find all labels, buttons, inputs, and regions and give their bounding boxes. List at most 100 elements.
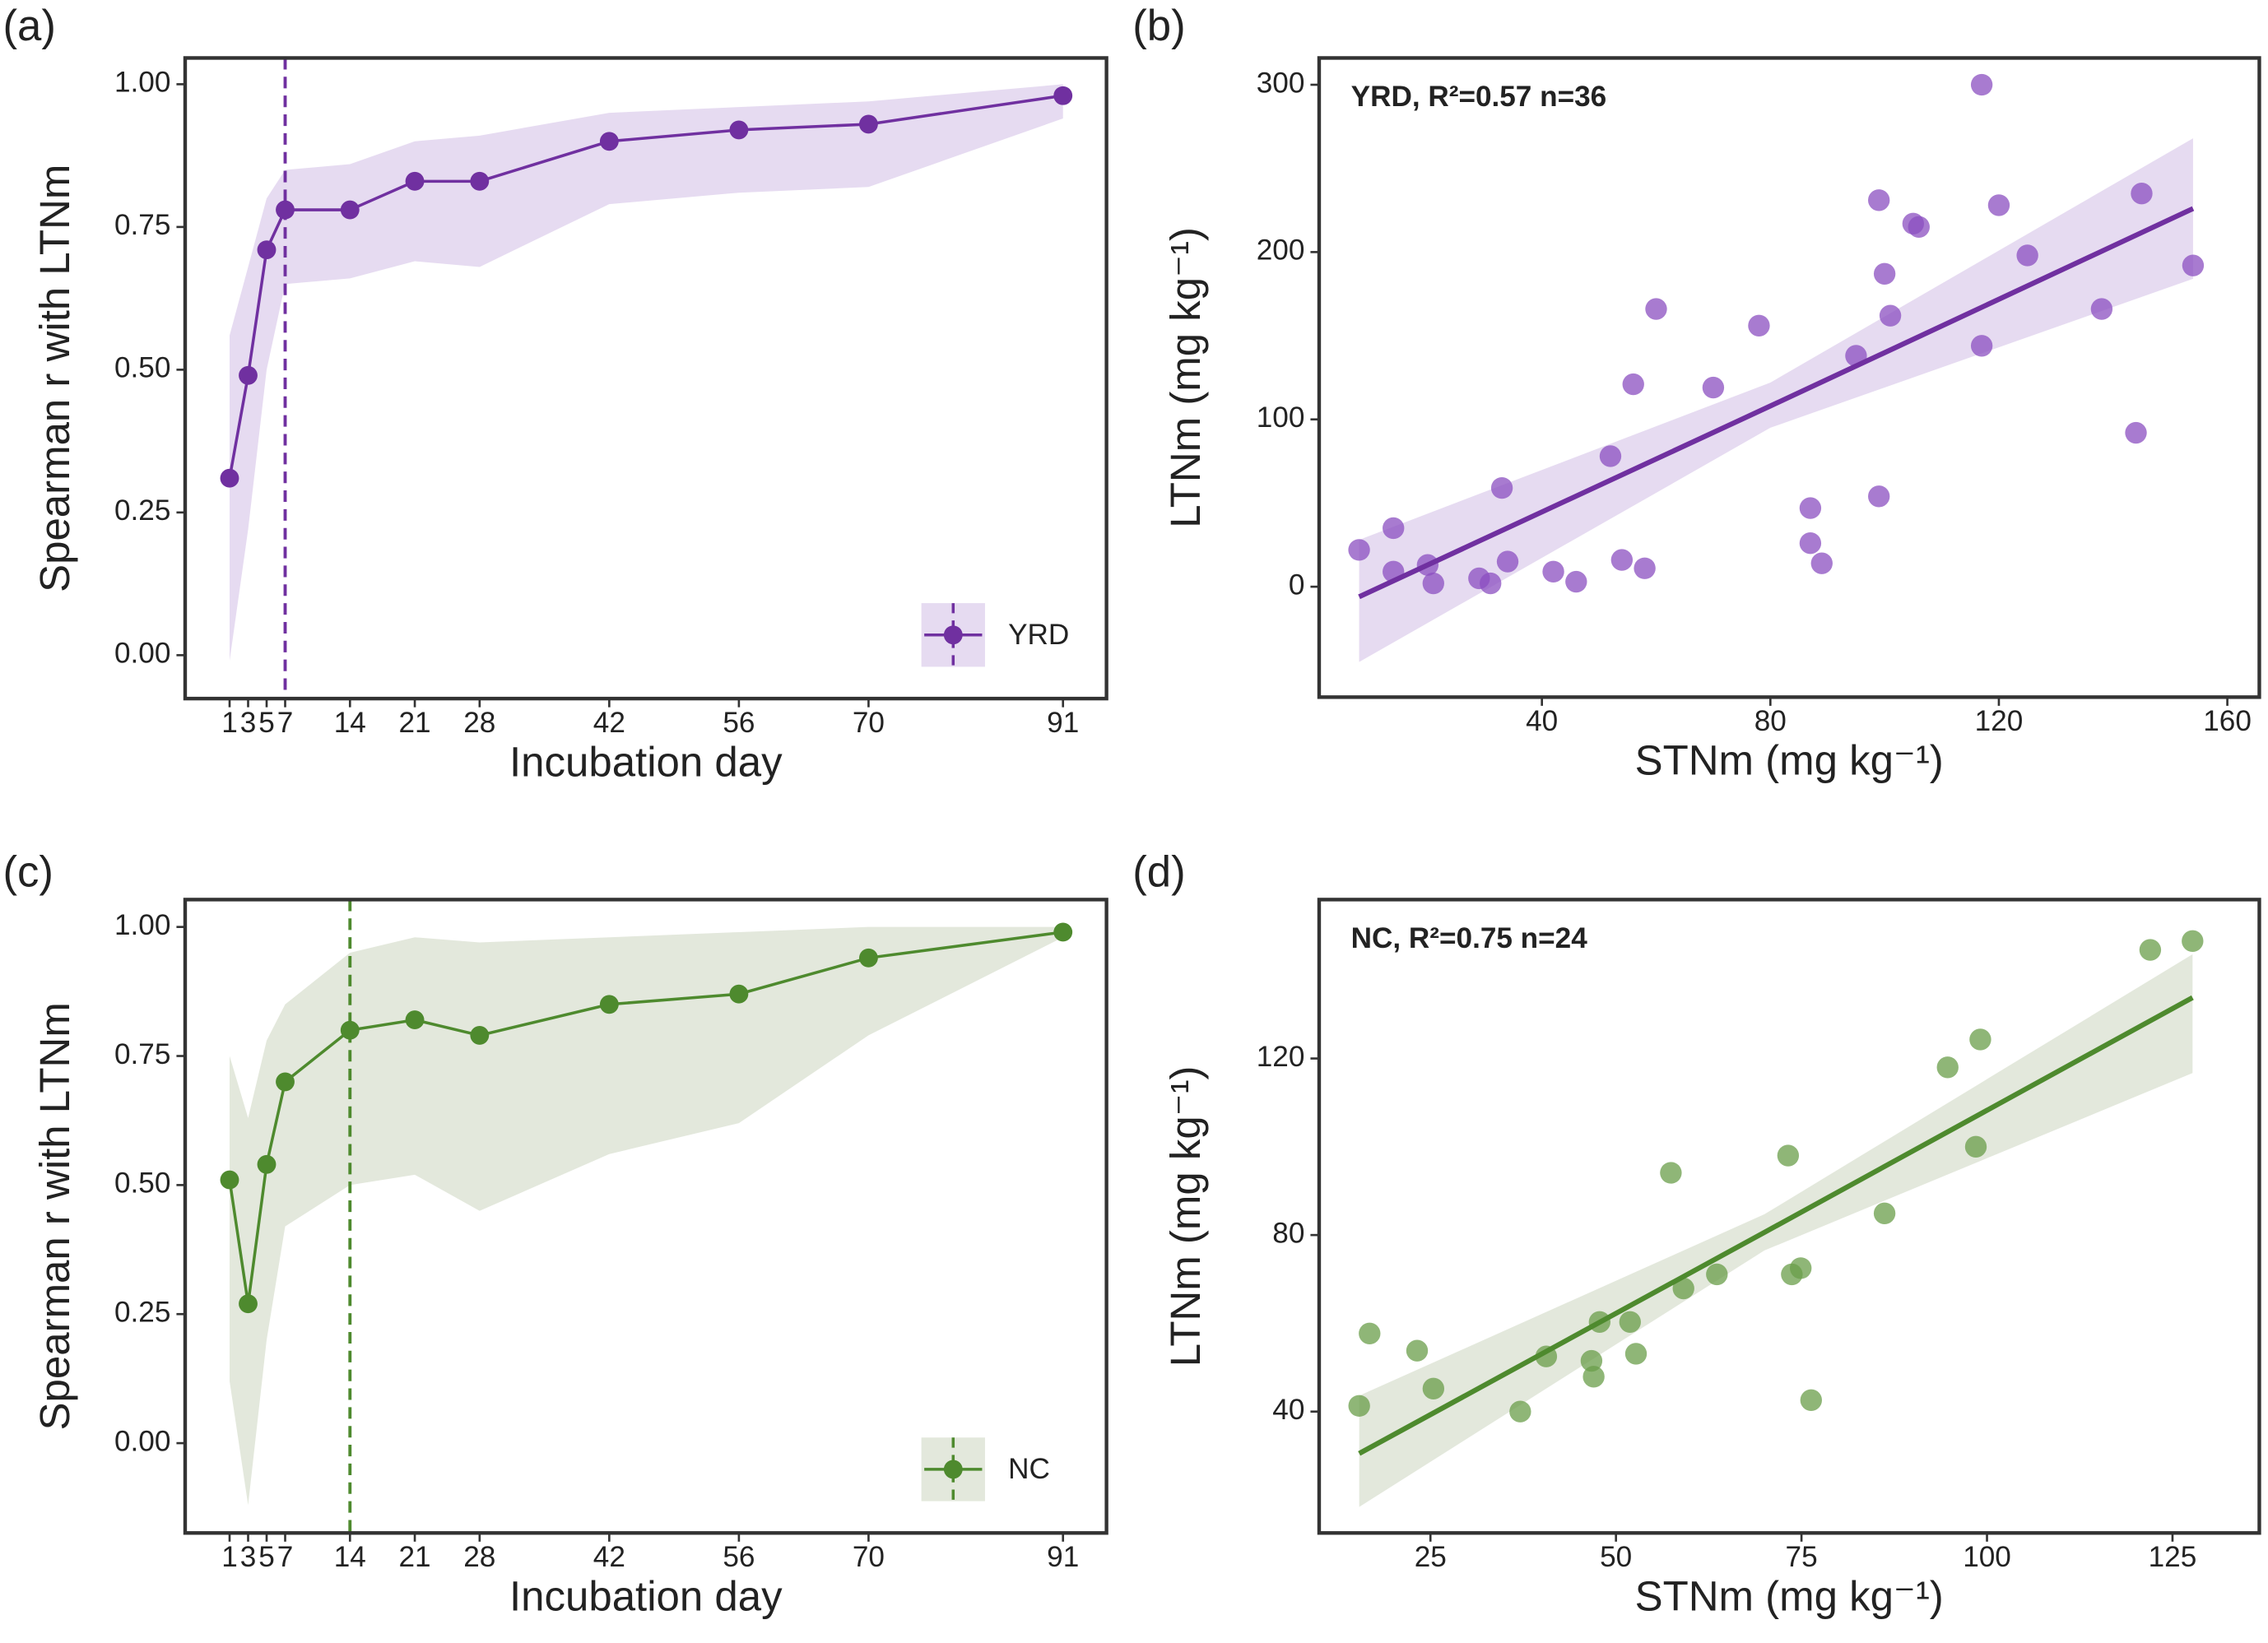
point <box>239 365 258 385</box>
y-tick-label: 0.25 <box>114 494 170 527</box>
point <box>276 200 295 220</box>
point <box>1542 560 1564 582</box>
x-axis-label: Incubation day <box>509 738 783 785</box>
x-tick-label: 100 <box>1963 1541 2011 1573</box>
point <box>1422 1377 1445 1400</box>
y-tick-label: 120 <box>1257 1041 1305 1073</box>
plot-area <box>1348 73 2205 662</box>
point <box>1660 1162 1682 1184</box>
x-tick-label: 42 <box>593 1541 625 1573</box>
plot-area <box>220 899 1073 1534</box>
x-tick-label: 5 <box>258 1541 275 1573</box>
y-tick-label: 0 <box>1289 569 1305 601</box>
point <box>1610 549 1634 571</box>
y-tick-label: 200 <box>1257 234 1305 267</box>
fit-line <box>1358 995 2194 1456</box>
point <box>276 1072 295 1092</box>
panel-label: (b) <box>1132 2 1185 50</box>
x-tick-label: 28 <box>463 1541 495 1573</box>
x-tick-label: 7 <box>277 707 294 739</box>
point <box>729 120 749 140</box>
panel-label: (d) <box>1132 847 1185 896</box>
point <box>1348 1395 1370 1417</box>
point <box>1987 194 2010 216</box>
point <box>2182 930 2204 953</box>
point <box>1748 314 1770 337</box>
y-axis-label: Spearman r with LTNm <box>31 165 78 592</box>
point <box>220 468 239 488</box>
confidence-band <box>229 84 1063 661</box>
x-axis-label: Incubation day <box>509 1573 783 1620</box>
panel: (d) STNm (mg kg⁻¹) LTNm (mg kg⁻¹) 25 50 75 100… <box>1132 847 2261 1620</box>
y-tick-label: 100 <box>1257 401 1305 434</box>
x-tick-label: 91 <box>1047 707 1079 739</box>
point <box>1868 485 1890 508</box>
point <box>1496 550 1519 573</box>
confidence-band <box>229 926 1063 1506</box>
point <box>1879 304 1902 327</box>
point <box>1490 476 1513 499</box>
y-tick-label: 0.50 <box>114 1167 170 1200</box>
x-tick-label: 7 <box>277 1541 294 1573</box>
y-axis-label: Spearman r with LTNm <box>31 1002 78 1430</box>
fit-line <box>1358 206 2195 600</box>
point <box>470 1026 490 1045</box>
point <box>1580 1349 1603 1372</box>
point <box>1970 73 1993 96</box>
point <box>1873 262 1896 285</box>
point <box>1406 1339 1429 1362</box>
point <box>1599 445 1622 467</box>
point <box>1582 1366 1605 1388</box>
x-tick-label: 25 <box>1415 1541 1447 1573</box>
point <box>1565 570 1587 593</box>
annotation: NC, R²=0.75 n=24 <box>1351 922 1588 954</box>
y-axis-label: LTNm (mg kg⁻¹) <box>1162 227 1209 528</box>
point <box>405 1010 425 1030</box>
point <box>1359 1322 1381 1344</box>
x-tick-label: 1 <box>221 1541 238 1573</box>
plot-frame <box>183 56 1108 701</box>
legend-key-point <box>943 1460 963 1479</box>
point <box>1702 376 1725 399</box>
x-tick-label: 14 <box>334 1541 366 1573</box>
confidence-band <box>1359 954 2193 1507</box>
point <box>239 1294 258 1314</box>
point <box>1383 517 1405 540</box>
point <box>1619 1311 1641 1334</box>
point <box>599 132 619 151</box>
point <box>257 1154 277 1174</box>
point <box>1053 86 1073 105</box>
y-tick-label: 80 <box>1272 1217 1304 1249</box>
plot-area <box>1348 930 2204 1507</box>
x-tick-label: 40 <box>1526 705 1558 737</box>
x-tick-label: 75 <box>1786 1541 1818 1573</box>
x-tick-label: 160 <box>2203 705 2252 737</box>
point <box>340 200 360 220</box>
y-tick-label: 0.50 <box>114 352 170 384</box>
point <box>1645 298 1667 320</box>
point <box>1800 1389 1822 1411</box>
y-tick-label: 1.00 <box>114 909 170 941</box>
point <box>405 171 425 191</box>
point <box>1868 189 1890 211</box>
x-axis-label: STNm (mg kg⁻¹) <box>1635 737 1944 784</box>
point <box>2125 421 2147 444</box>
legend-label: NC <box>1008 1453 1050 1485</box>
x-tick-label: 80 <box>1754 705 1787 737</box>
x-tick-label: 125 <box>2149 1541 2197 1573</box>
y-tick-label: 300 <box>1257 67 1305 99</box>
point <box>2016 244 2038 267</box>
point <box>729 984 749 1004</box>
x-tick-label: 28 <box>463 707 495 739</box>
point <box>1509 1400 1531 1423</box>
x-tick-label: 50 <box>1600 1541 1632 1573</box>
x-tick-label: 21 <box>398 1541 430 1573</box>
point <box>257 240 277 260</box>
y-tick-label: 0.25 <box>114 1297 170 1329</box>
x-tick-label: 21 <box>398 707 430 739</box>
point <box>220 1170 239 1190</box>
point <box>1799 532 1822 555</box>
x-tick-label: 42 <box>593 707 625 739</box>
y-axis-label: LTNm (mg kg⁻¹) <box>1162 1065 1209 1367</box>
